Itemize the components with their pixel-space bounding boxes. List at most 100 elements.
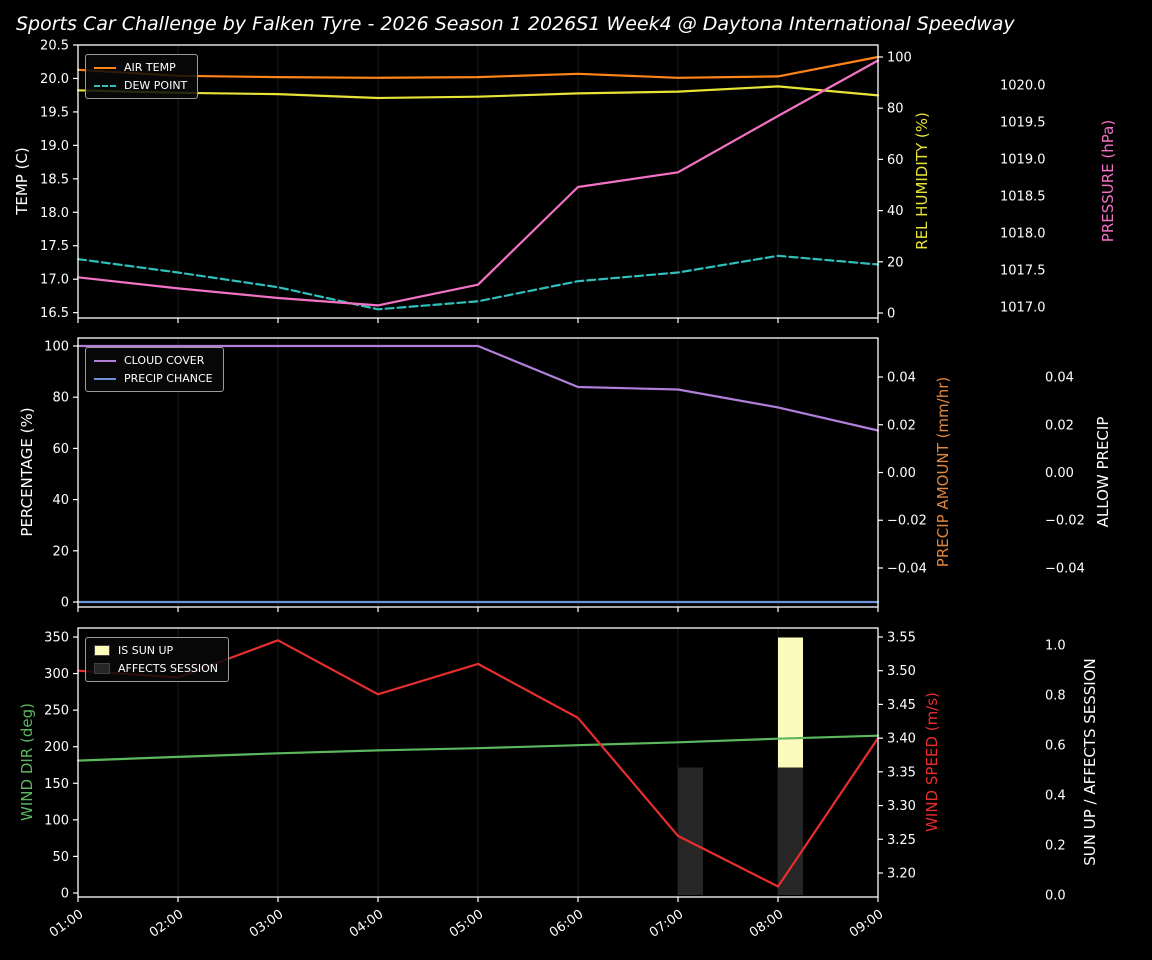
tick-label: 0.02 xyxy=(1045,418,1074,433)
tick-label: 100 xyxy=(44,813,69,828)
tick-label: 20 xyxy=(52,544,69,559)
x-tick-label: 03:00 xyxy=(247,907,286,941)
legend-wind-panel: IS SUN UP AFFECTS SESSION xyxy=(85,637,230,682)
tick-label: 3.20 xyxy=(887,866,916,881)
tick-label: 18.5 xyxy=(40,172,69,187)
tick-label: 3.55 xyxy=(887,630,916,645)
tick-label: 150 xyxy=(44,777,69,792)
legend-item-affects-session: AFFECTS SESSION xyxy=(94,662,218,675)
legend-item-precip-chance: PRECIP CHANCE xyxy=(94,372,213,385)
tick-label: 100 xyxy=(887,51,912,66)
pressure-axis-label: PRESSURE (hPa) xyxy=(1099,119,1117,243)
tick-label: 1017.5 xyxy=(1000,263,1046,278)
tick-label: 3.25 xyxy=(887,833,916,848)
tick-label: 80 xyxy=(52,391,69,406)
x-tick-label: 07:00 xyxy=(647,907,686,941)
wind-dir-axis-label: WIND DIR (deg) xyxy=(18,703,36,821)
legend-label: PRECIP CHANCE xyxy=(124,372,213,385)
allow-precip-axis-label: ALLOW PRECIP xyxy=(1094,416,1112,528)
affects-session-swatch xyxy=(94,663,110,674)
tick-label: 3.45 xyxy=(887,698,916,713)
x-tick-label: 06:00 xyxy=(547,907,586,941)
tick-label: 0 xyxy=(61,886,69,901)
x-tick-label: 01:00 xyxy=(47,907,86,941)
tick-label: 1020.0 xyxy=(1000,78,1046,93)
tick-label: 3.30 xyxy=(887,799,916,814)
tick-label: 0.6 xyxy=(1045,739,1066,754)
tick-label: −0.02 xyxy=(887,514,927,529)
tick-label: 17.0 xyxy=(40,273,69,288)
cloud-cover-swatch xyxy=(94,359,116,362)
legend-item-cloud-cover: CLOUD COVER xyxy=(94,354,213,367)
tick-label: 1018.0 xyxy=(1000,226,1046,241)
precip-chance-swatch xyxy=(94,377,116,380)
legend-label: CLOUD COVER xyxy=(124,354,205,367)
precip-amount-axis-label: PRECIP AMOUNT (mm/hr) xyxy=(934,376,952,568)
tick-label: 0.00 xyxy=(1045,466,1074,481)
tick-label: 0.00 xyxy=(887,466,916,481)
tick-label: 0.0 xyxy=(1045,889,1066,904)
x-tick-label: 04:00 xyxy=(347,907,386,941)
tick-label: 3.40 xyxy=(887,732,916,747)
legend-cloud-panel: CLOUD COVER PRECIP CHANCE xyxy=(85,347,224,392)
tick-label: 0.4 xyxy=(1045,789,1066,804)
tick-label: 3.50 xyxy=(887,664,916,679)
tick-label: 0.8 xyxy=(1045,689,1066,704)
tick-label: −0.02 xyxy=(1045,514,1085,529)
tick-label: 3.35 xyxy=(887,765,916,780)
x-tick-label: 08:00 xyxy=(747,907,786,941)
x-tick-label: 09:00 xyxy=(847,907,886,941)
air-temp-swatch xyxy=(94,66,116,69)
legend-label: AIR TEMP xyxy=(124,61,176,74)
tick-label: 1.0 xyxy=(1045,639,1066,654)
legend-item-dew-point: DEW POINT xyxy=(94,79,187,92)
panel-temperature-humidity-pressure: 16.5 17.0 17.5 18.0 18.5 19.0 19.5 20.0 20.5 0 20 4… xyxy=(40,39,1046,323)
legend-temp-panel: AIR TEMP DEW POINT xyxy=(85,54,199,99)
legend-label: AFFECTS SESSION xyxy=(118,662,219,675)
tick-label: 20.5 xyxy=(40,39,69,54)
x-tick-label: 02:00 xyxy=(147,907,186,941)
sun-affects-axis-label: SUN UP / AFFECTS SESSION xyxy=(1081,658,1099,866)
cloud-cover-line xyxy=(76,344,880,432)
tick-label: −0.04 xyxy=(887,561,927,576)
legend-label: DEW POINT xyxy=(124,79,188,92)
tick-label: −0.04 xyxy=(1045,561,1085,576)
dew-point-line xyxy=(76,254,880,311)
tick-label: 0 xyxy=(61,596,69,611)
chart-title: Sports Car Challenge by Falken Tyre - 20… xyxy=(16,13,1015,35)
tick-label: 80 xyxy=(887,102,904,117)
x-tick-label: 05:00 xyxy=(447,907,486,941)
tick-label: 350 xyxy=(44,630,69,645)
rel-humidity-axis-label: REL HUMIDITY (%) xyxy=(913,112,931,250)
tick-label: 0.02 xyxy=(887,418,916,433)
tick-label: 60 xyxy=(52,442,69,457)
tick-label: 250 xyxy=(44,704,69,719)
tick-label: 0.04 xyxy=(1045,371,1074,386)
dew-point-swatch xyxy=(94,84,116,87)
panel-cloud-precip: 0 20 40 60 80 100 0.04 0.02 0.00 −0.02 −0.04 0.04 0.… xyxy=(44,337,1085,612)
rel-humidity-line xyxy=(76,85,880,100)
tick-label: 18.0 xyxy=(40,206,69,221)
pressure-line xyxy=(76,59,880,307)
legend-item-air-temp: AIR TEMP xyxy=(94,61,187,74)
tick-label: 60 xyxy=(887,153,904,168)
legend-label: IS SUN UP xyxy=(118,644,174,657)
tick-label: 100 xyxy=(44,339,69,354)
tick-label: 17.5 xyxy=(40,239,69,254)
tick-label: 1019.5 xyxy=(1000,115,1046,130)
tick-label: 1019.0 xyxy=(1000,152,1046,167)
tick-label: 40 xyxy=(52,493,69,508)
tick-label: 200 xyxy=(44,740,69,755)
tick-label: 0.04 xyxy=(887,371,916,386)
percentage-axis-label: PERCENTAGE (%) xyxy=(18,407,36,537)
is-sun-up-swatch xyxy=(94,645,110,656)
legend-item-is-sun-up: IS SUN UP xyxy=(94,644,218,657)
wind-speed-axis-label: WIND SPEED (m/s) xyxy=(923,692,941,832)
tick-label: 20 xyxy=(887,255,904,270)
tick-label: 0.2 xyxy=(1045,839,1066,854)
affects-session-bar xyxy=(778,767,803,895)
tick-label: 0 xyxy=(887,307,895,322)
air-temp-line xyxy=(76,55,880,79)
